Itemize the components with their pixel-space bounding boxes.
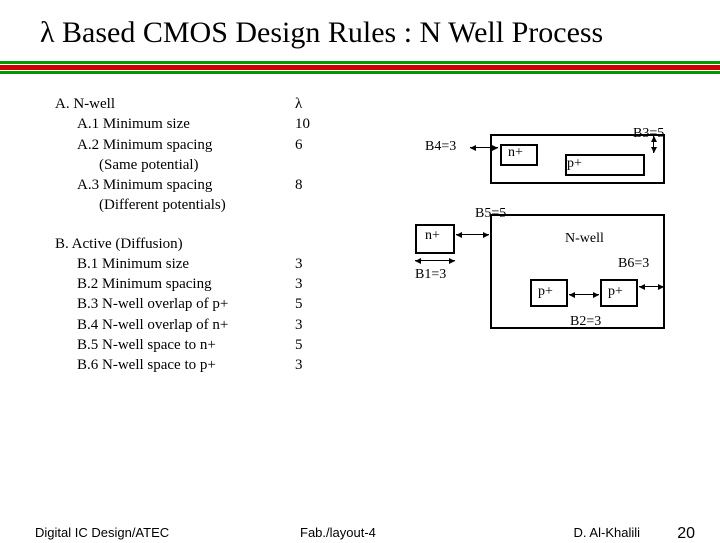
footer-page: 20 xyxy=(677,525,695,543)
rule-b5: B.5 N-well space to n+ xyxy=(55,335,295,355)
b6-arrow xyxy=(639,286,664,287)
b6-label: B6=3 xyxy=(618,256,649,272)
b5-arrow xyxy=(456,234,489,235)
rule-b3-val: 5 xyxy=(295,294,335,314)
lambda-header: λ xyxy=(295,94,335,114)
pplus-b1-label: p+ xyxy=(538,284,553,300)
section-a-header: A. N-well xyxy=(55,94,295,114)
rule-a2-val: 6 xyxy=(295,135,335,155)
rule-b4: B.4 N-well overlap of n+ xyxy=(55,315,295,335)
rule-b3: B.3 N-well overlap of p+ xyxy=(55,294,295,314)
b1-label: B1=3 xyxy=(415,267,446,283)
b2-label: B2=3 xyxy=(570,314,601,330)
b1-arrow xyxy=(415,260,455,261)
nplus-left-label: n+ xyxy=(425,228,440,244)
footer-right: D. Al-Khalili xyxy=(574,525,640,540)
rule-a1: A.1 Minimum size xyxy=(55,114,295,134)
rule-b2: B.2 Minimum spacing xyxy=(55,274,295,294)
b3-arrow xyxy=(653,136,654,153)
content-area: A. N-well λ A.1 Minimum size 10 A.2 Mini… xyxy=(0,74,720,393)
b2-arrow xyxy=(569,294,599,295)
slide-title: λ Based CMOS Design Rules : N Well Proce… xyxy=(0,0,720,61)
rule-b6: B.6 N-well space to p+ xyxy=(55,355,295,375)
pplus-b2-label: p+ xyxy=(608,284,623,300)
section-b-header: B. Active (Diffusion) xyxy=(55,234,295,254)
rule-b6-val: 3 xyxy=(295,355,335,375)
rule-a2-note: (Same potential) xyxy=(55,155,295,175)
footer-left: Digital IC Design/ATEC xyxy=(35,525,169,540)
b3-label: B3=5 xyxy=(633,126,664,142)
section-a: A. N-well λ A.1 Minimum size 10 A.2 Mini… xyxy=(55,94,385,216)
rule-b1: B.1 Minimum size xyxy=(55,254,295,274)
rule-a2: A.2 Minimum spacing xyxy=(55,135,295,155)
nwell-label: N-well xyxy=(565,231,604,247)
rule-b5-val: 5 xyxy=(295,335,335,355)
rule-a3-val: 8 xyxy=(295,175,335,195)
rule-b1-val: 3 xyxy=(295,254,335,274)
rule-a3: A.3 Minimum spacing xyxy=(55,175,295,195)
nplus-top-label: n+ xyxy=(508,145,523,161)
rule-b2-val: 3 xyxy=(295,274,335,294)
rule-a3-note: (Different potentials) xyxy=(55,195,295,215)
b5-label: B5=5 xyxy=(475,206,506,222)
rules-column: A. N-well λ A.1 Minimum size 10 A.2 Mini… xyxy=(55,94,385,393)
footer-center: Fab./layout-4 xyxy=(300,525,376,540)
green-rule xyxy=(0,61,720,64)
red-rule xyxy=(0,65,720,70)
b4-label: B4=3 xyxy=(425,139,456,155)
b4-arrow xyxy=(470,147,498,148)
layout-diagram: n+ p+ B4=3 B3=5 N-well n+ B5=5 B1=3 p+ p… xyxy=(395,134,675,384)
rule-b4-val: 3 xyxy=(295,315,335,335)
pplus-top-label: p+ xyxy=(567,156,582,172)
section-b: B. Active (Diffusion) B.1 Minimum size 3… xyxy=(55,234,385,376)
rule-a1-val: 10 xyxy=(295,114,335,134)
